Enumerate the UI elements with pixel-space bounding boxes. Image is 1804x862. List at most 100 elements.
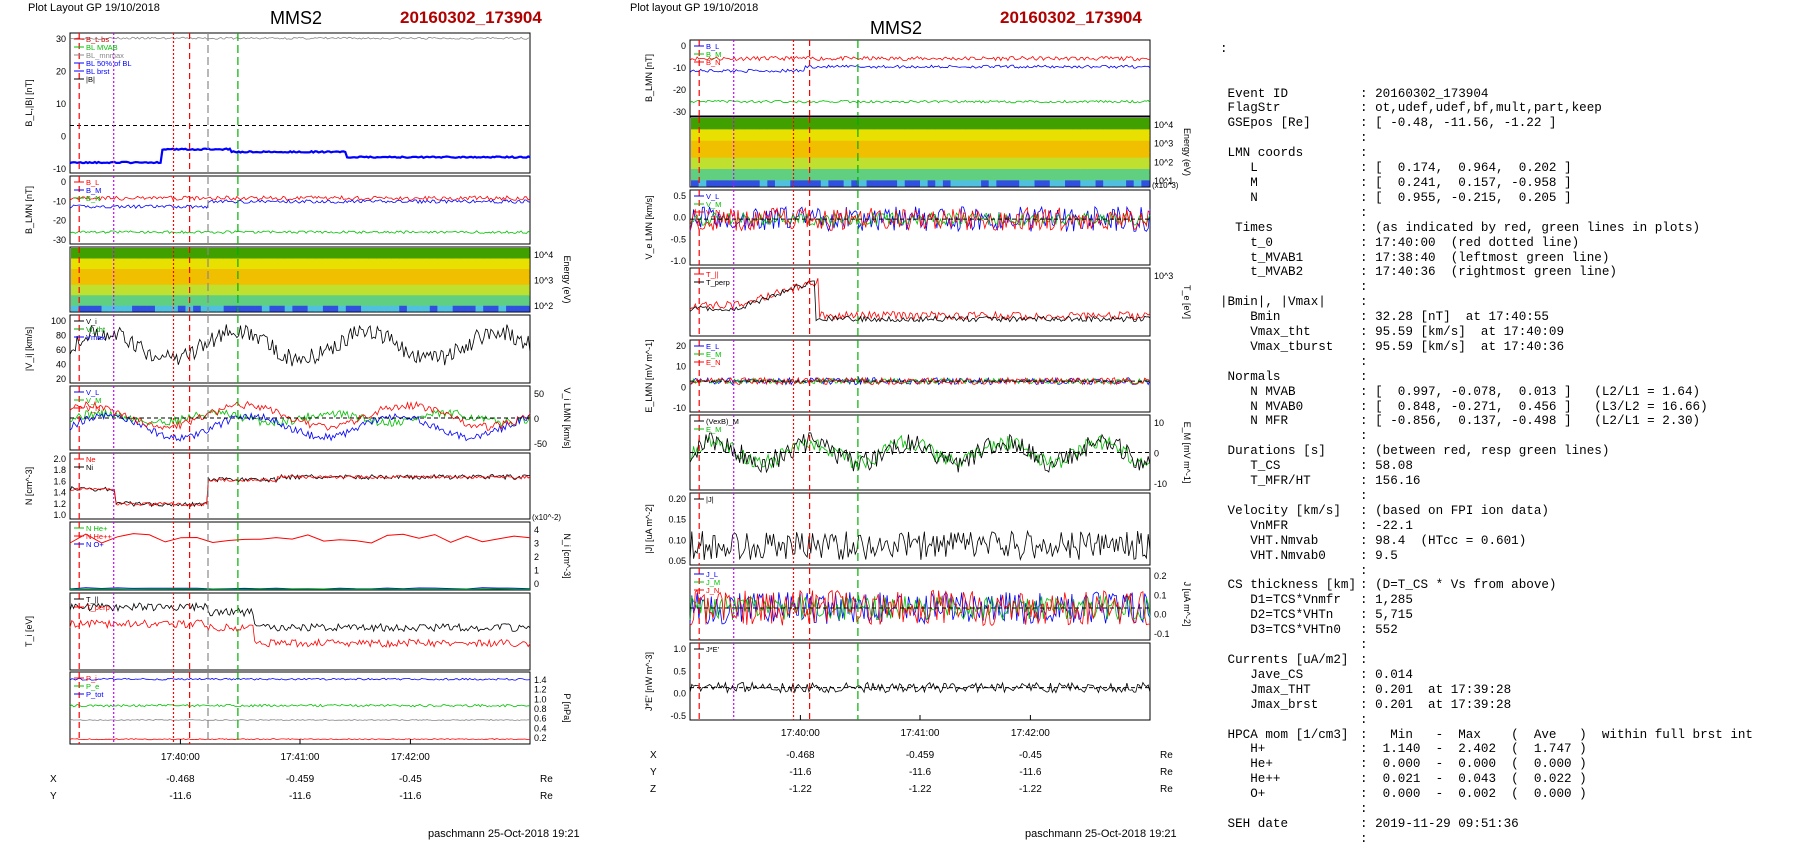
spectrogram-cell — [323, 269, 331, 275]
spectrogram-cell — [124, 280, 132, 286]
spectrogram-cell — [415, 280, 423, 286]
right-plot-footer: paschmann 25-Oct-2018 19:21 — [1025, 828, 1177, 840]
spectrogram-cell — [920, 180, 928, 186]
spectrogram-cell — [1088, 141, 1096, 147]
spectrogram-cell — [699, 175, 707, 181]
info-key: L — [1220, 161, 1360, 176]
info-value: : — [1360, 355, 1368, 370]
spectrogram-cell — [384, 280, 392, 286]
spectrogram-cell — [1050, 129, 1058, 135]
spectrogram-cell — [285, 269, 293, 275]
y-tick-label: 10 — [1154, 418, 1164, 428]
spectrogram-cell — [1134, 146, 1142, 152]
spectrogram-cell — [943, 135, 951, 141]
spectrogram-cell — [943, 124, 951, 130]
spectrogram-cell — [476, 306, 484, 312]
spectrogram-cell — [1134, 129, 1142, 135]
spectrogram-cell — [1118, 175, 1126, 181]
spectrogram-cell — [292, 285, 300, 291]
eph-value: -0.468 — [786, 750, 815, 761]
spectrogram-cell — [828, 152, 836, 158]
spectrogram-cell — [821, 163, 829, 169]
spectrogram-cell — [430, 253, 438, 259]
spectrogram-cell — [392, 295, 400, 301]
info-line: Bmin: 32.28 [nT] at 17:40:55 — [1220, 310, 1753, 325]
spectrogram-cell — [1118, 135, 1126, 141]
spectrogram-cell — [775, 146, 783, 152]
y-tick-label: 40 — [56, 360, 66, 370]
spectrogram-cell — [1057, 124, 1065, 130]
spectrogram-cell — [813, 180, 821, 186]
info-value: : 0.201 at 17:39:28 — [1360, 698, 1511, 713]
spectrogram-cell — [760, 129, 768, 135]
spectrogram-cell — [1141, 180, 1149, 186]
spectrogram-cell — [86, 290, 94, 296]
spectrogram-cell — [269, 285, 277, 291]
spectrogram-cell — [714, 152, 722, 158]
spectrogram-cell — [882, 129, 890, 135]
info-value: : 0.021 - 0.043 ( 0.022 ) — [1360, 772, 1587, 787]
spectrogram-cell — [889, 169, 897, 175]
spectrogram-cell — [468, 253, 476, 259]
spectrogram-cell — [889, 141, 897, 147]
spectrogram-cell — [722, 146, 730, 152]
spectrogram-cell — [1042, 135, 1050, 141]
spectrogram-cell — [155, 285, 163, 291]
spectrogram-cell — [132, 269, 140, 275]
spectrogram-cell — [1073, 163, 1081, 169]
spectrogram-cell — [407, 264, 415, 270]
panel-frame — [70, 672, 530, 744]
spectrogram-cell — [1126, 124, 1134, 130]
spectrogram-cell — [821, 158, 829, 164]
spectrogram-cell — [958, 163, 966, 169]
spectrogram-cell — [981, 129, 989, 135]
spectrogram-cell — [714, 135, 722, 141]
info-key: He+ — [1220, 757, 1360, 772]
spectrogram-cell — [989, 152, 997, 158]
spectrogram-cell — [874, 169, 882, 175]
spectrogram-cell — [376, 290, 384, 296]
info-key: t_0 — [1220, 236, 1360, 251]
spectrogram-cell — [315, 253, 323, 259]
spectrogram-cell — [132, 306, 140, 312]
info-key — [1220, 280, 1360, 295]
spectrogram-cell — [958, 135, 966, 141]
spectrogram-cell — [836, 146, 844, 152]
spectrogram-cell — [722, 118, 730, 124]
spectrogram-cell — [483, 290, 491, 296]
spectrogram-cell — [920, 158, 928, 164]
info-line: t_MVAB2: 17:40:36 (rightmost green line) — [1220, 265, 1753, 280]
spectrogram-cell — [338, 285, 346, 291]
info-key: VHT.Nmvab — [1220, 534, 1360, 549]
legend-entry: E_M — [706, 425, 721, 434]
spectrogram-cell — [422, 301, 430, 307]
spectrogram-cell — [468, 295, 476, 301]
y-tick-label: 0.20 — [668, 494, 686, 504]
spectrogram-cell — [844, 180, 852, 186]
spectrogram-cell — [71, 290, 79, 296]
spectrogram-cell — [94, 290, 102, 296]
spectrogram-cell — [392, 306, 400, 312]
spectrogram-cell — [1065, 180, 1073, 186]
spectrogram-cell — [224, 269, 232, 275]
info-key — [1220, 355, 1360, 370]
spectrogram-cell — [935, 158, 943, 164]
spectrogram-cell — [1027, 124, 1035, 130]
info-value: : — [1360, 653, 1368, 668]
spectrogram-cell — [453, 301, 461, 307]
info-line: t_MVAB1: 17:38:40 (leftmost green line) — [1220, 251, 1753, 266]
y-tick-label: 10^3 — [534, 276, 553, 286]
spectrogram-cell — [996, 124, 1004, 130]
spectrogram-cell — [1141, 152, 1149, 158]
panel-frame — [690, 340, 1150, 412]
info-value: : 1,285 — [1360, 593, 1413, 608]
spectrogram-cell — [897, 135, 905, 141]
spectrogram-cell — [737, 141, 745, 147]
spectrogram-cell — [86, 253, 94, 259]
y-tick-label: -10 — [53, 164, 66, 174]
spectrogram-cell — [706, 169, 714, 175]
spectrogram-cell — [874, 124, 882, 130]
info-line: VHT.Nmvab: 98.4 (HTcc = 0.601) — [1220, 534, 1753, 549]
spectrogram-cell — [928, 175, 936, 181]
info-line: Times: (as indicated by red, green lines… — [1220, 221, 1753, 236]
